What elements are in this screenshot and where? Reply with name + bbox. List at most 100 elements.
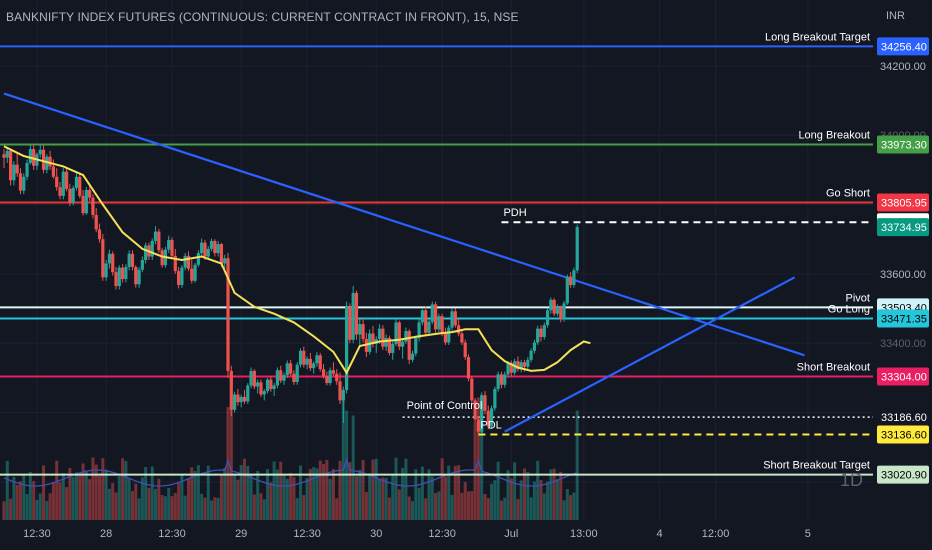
volume-bar	[84, 471, 88, 520]
candle-body	[549, 299, 553, 311]
candle-body	[410, 353, 415, 360]
price-tick-label: 34200.00	[880, 61, 926, 73]
level-value-label: 33471.35	[881, 313, 927, 325]
candle-body	[542, 325, 546, 337]
candle-body	[407, 331, 411, 360]
volume-bar	[249, 475, 253, 520]
volume-bar	[401, 467, 405, 520]
volume-bar	[144, 466, 148, 520]
time-tick-label: 12:00	[702, 528, 730, 540]
volume-bar	[526, 472, 530, 520]
candle-body	[173, 255, 177, 272]
volume-bar	[427, 469, 431, 520]
volume-bar	[180, 475, 184, 520]
volume-bar	[206, 465, 210, 520]
volume-bar	[549, 469, 553, 520]
price-axis: 34200.0033600.0034000.0033400.0034256.40…	[873, 0, 932, 550]
candle-body	[480, 395, 484, 432]
candle-body	[94, 214, 98, 230]
volume-bar	[233, 473, 237, 520]
candle-body	[130, 253, 135, 267]
candle-body	[104, 263, 108, 278]
level-value-label: 33973.30	[881, 139, 927, 151]
volume-bar	[424, 498, 428, 520]
volume-bar	[2, 501, 6, 520]
volume-bar	[384, 477, 388, 520]
candle-body	[440, 316, 444, 334]
candle-body	[345, 306, 349, 390]
volume-bar	[434, 493, 438, 520]
volume-bar	[58, 482, 62, 520]
candle-body	[193, 264, 197, 281]
candle-body	[569, 276, 573, 285]
volume-bar	[74, 472, 78, 520]
candle-body	[180, 267, 184, 285]
volume-bar	[150, 466, 154, 520]
candle-body	[137, 269, 141, 285]
candle-body	[559, 306, 563, 319]
time-axis: 12:30 28 12:30 29 12:30 30 12:30 Jul 13:00 4 12:00…	[23, 528, 811, 540]
candle-body	[206, 248, 210, 257]
volume-bar	[186, 478, 190, 520]
volume-bar	[114, 492, 118, 520]
candle-body	[275, 370, 280, 386]
volume-bar	[325, 459, 329, 520]
volume-bar	[190, 467, 194, 520]
price-tick-label-hidden: 33400.00	[880, 338, 926, 350]
volume-bar	[565, 489, 569, 520]
candle-body	[183, 255, 187, 268]
candle-body	[308, 358, 312, 369]
volume-bar	[509, 478, 513, 520]
volume-bar	[351, 415, 355, 520]
volume-bar	[98, 475, 102, 520]
chart-title: BANKNIFTY INDEX FUTURES (CONTINUOUS: CUR…	[6, 10, 519, 24]
candle-body	[466, 357, 471, 379]
level-value-label-bg	[877, 37, 929, 56]
candle-body	[5, 150, 9, 158]
trendline	[504, 276, 796, 433]
candle-body	[38, 149, 42, 155]
volume-bar	[157, 478, 161, 520]
candle-body	[48, 156, 52, 167]
candle-body	[493, 388, 497, 409]
volume-bar	[361, 459, 365, 520]
volume-bar	[516, 499, 520, 520]
time-tick-label: 12:30	[158, 528, 186, 540]
candle-body	[555, 306, 560, 314]
volume-bar	[223, 468, 227, 520]
volume-bar	[407, 496, 411, 520]
candle-body	[312, 363, 316, 369]
level-value-label: 33805.95	[881, 197, 927, 209]
volume-bar	[78, 475, 82, 520]
candle-body	[509, 363, 513, 373]
volume-bar	[486, 498, 490, 520]
volume-bar	[140, 477, 144, 520]
volume-bar	[457, 465, 461, 520]
candle-body	[516, 361, 520, 370]
candle-body	[101, 239, 105, 278]
volume-bar	[569, 495, 573, 520]
volume-bar	[420, 466, 424, 520]
volume-bar	[555, 479, 559, 520]
candle-body	[457, 325, 461, 334]
candle-body	[120, 267, 125, 280]
candle-body	[437, 316, 441, 330]
candle-body	[8, 150, 13, 181]
candle-body	[489, 408, 494, 427]
candle-body	[496, 374, 500, 389]
volume-bar	[45, 501, 49, 520]
volume-bar	[536, 460, 540, 520]
candle-body	[223, 258, 227, 264]
volume-bar	[9, 498, 13, 520]
volume-bar	[483, 493, 487, 520]
candle-body	[127, 253, 131, 267]
volume-bar	[61, 473, 65, 520]
volume-bar	[404, 458, 408, 520]
candle-body	[249, 370, 253, 386]
candle-body	[32, 149, 36, 166]
volume-bar	[529, 497, 533, 520]
candle-body	[259, 382, 263, 395]
candle-body	[28, 149, 32, 163]
volume-bar	[506, 470, 510, 520]
